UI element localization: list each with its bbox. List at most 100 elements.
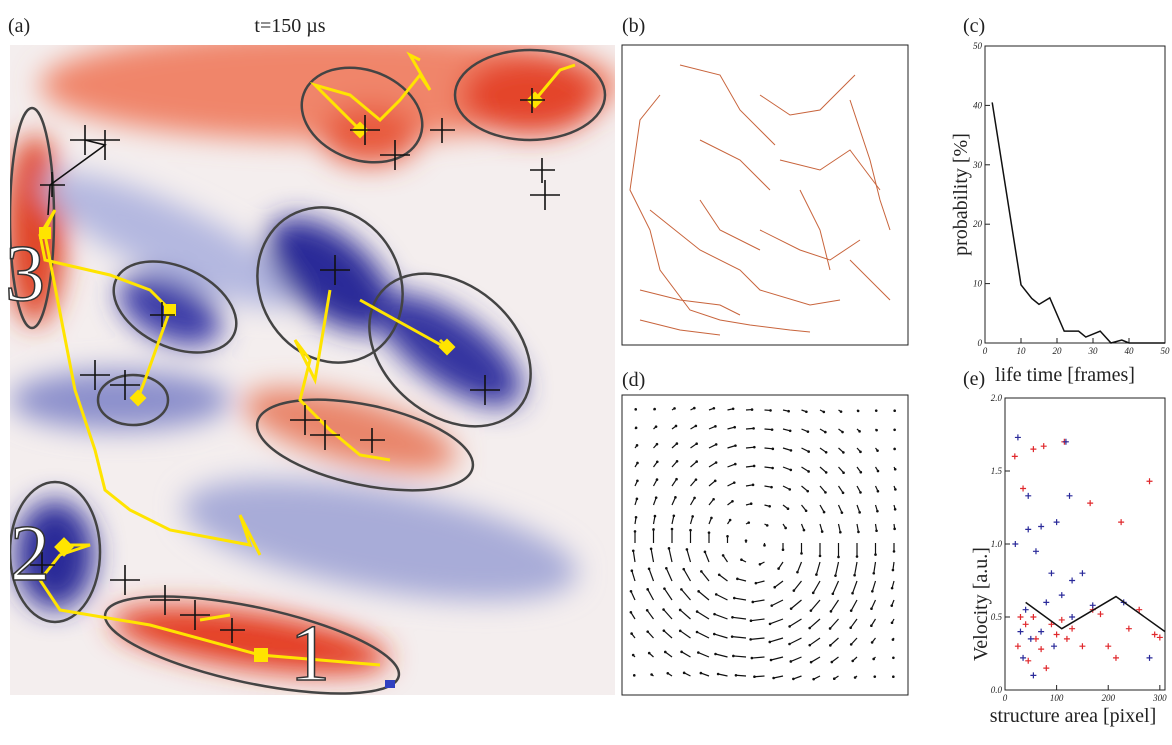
vector <box>698 653 709 657</box>
vector <box>855 562 857 575</box>
point <box>1147 478 1153 484</box>
vector-head <box>634 408 637 411</box>
vector-head <box>829 627 832 630</box>
x-tick-label: 10 <box>1017 346 1027 356</box>
x-tick-label: 50 <box>1161 346 1171 356</box>
x-tick-label: 40 <box>1125 346 1135 356</box>
vector-head <box>892 656 895 659</box>
vector-head <box>788 625 791 628</box>
point <box>1097 611 1103 617</box>
vector-head <box>842 471 845 474</box>
vector <box>770 638 783 642</box>
point <box>1126 626 1132 632</box>
y-tick-label: 1.5 <box>991 466 1003 476</box>
point <box>1064 636 1070 642</box>
vector-head <box>857 410 860 413</box>
vector-head <box>859 471 862 474</box>
vector <box>830 638 838 645</box>
vector-head <box>733 426 736 429</box>
point <box>1147 655 1153 661</box>
vector-head <box>841 511 844 514</box>
data-line <box>992 102 1165 343</box>
point <box>1069 578 1075 584</box>
vector-head <box>636 444 639 447</box>
vector-head <box>875 529 878 532</box>
vector-head <box>753 446 756 449</box>
vector-head <box>876 449 879 452</box>
vector-head <box>893 528 896 531</box>
vector-head <box>635 427 638 430</box>
y-tick-label: 1.0 <box>991 539 1003 549</box>
vector-head <box>771 467 774 470</box>
vector-head <box>824 431 827 434</box>
vector <box>772 600 783 606</box>
vector <box>851 600 857 611</box>
vector-head <box>752 427 755 430</box>
vector-head <box>771 428 774 431</box>
x-tick-label: 100 <box>1050 693 1064 703</box>
vector <box>874 562 876 573</box>
vector-head <box>766 524 769 527</box>
vector-head <box>792 678 795 681</box>
vector-head <box>858 430 861 433</box>
y-tick-label: 0.0 <box>991 685 1003 695</box>
vector-head <box>803 529 806 532</box>
vector-head <box>652 528 655 531</box>
vector-head <box>713 633 716 636</box>
vector-head <box>751 657 754 660</box>
vector-head <box>708 531 711 534</box>
vector-head <box>656 478 659 481</box>
vector-head <box>735 674 738 677</box>
vector-head <box>680 651 683 654</box>
vector-head <box>772 448 775 451</box>
vector <box>699 591 709 600</box>
point <box>1030 672 1036 678</box>
structure-number: 1 <box>290 610 330 698</box>
vector <box>666 568 672 581</box>
point <box>1025 526 1031 532</box>
x-tick-label: 0 <box>983 346 988 356</box>
vector-head <box>850 609 853 612</box>
vector-head <box>808 627 811 630</box>
vector-head <box>790 449 793 452</box>
vector-head <box>632 654 635 657</box>
vector <box>680 631 690 638</box>
vector <box>681 589 690 600</box>
point <box>1079 570 1085 576</box>
vector <box>797 562 801 572</box>
vector <box>751 638 765 639</box>
point <box>1023 621 1029 627</box>
vector-head <box>656 460 659 463</box>
vector-head <box>693 497 696 500</box>
vector-head <box>810 609 813 612</box>
vector-head <box>788 488 791 491</box>
vector-head <box>871 590 874 593</box>
vector-head <box>662 608 665 611</box>
vector-head <box>729 519 732 522</box>
vector-head <box>877 490 880 493</box>
point <box>1105 643 1111 649</box>
vector-head <box>768 641 771 644</box>
vector-head <box>821 530 824 533</box>
vector <box>810 619 820 628</box>
point <box>1118 519 1124 525</box>
vector-head <box>753 465 756 468</box>
vector-head <box>633 674 636 677</box>
vector-head <box>788 643 791 646</box>
vector-head <box>676 460 679 463</box>
vector-head <box>755 582 758 585</box>
x-tick-label: 30 <box>1088 346 1099 356</box>
vector-head <box>893 428 896 431</box>
vector <box>831 600 839 611</box>
vector-head <box>753 675 756 678</box>
vector-head <box>673 515 676 518</box>
vector-head <box>665 567 668 570</box>
vector <box>853 581 857 593</box>
y-tick-label: 30 <box>972 160 983 170</box>
vector-head <box>825 451 828 454</box>
vector-head <box>679 609 682 612</box>
vector-head <box>663 587 666 590</box>
vector-head <box>650 673 653 676</box>
vector-head <box>842 451 845 454</box>
vector-head <box>674 496 677 499</box>
